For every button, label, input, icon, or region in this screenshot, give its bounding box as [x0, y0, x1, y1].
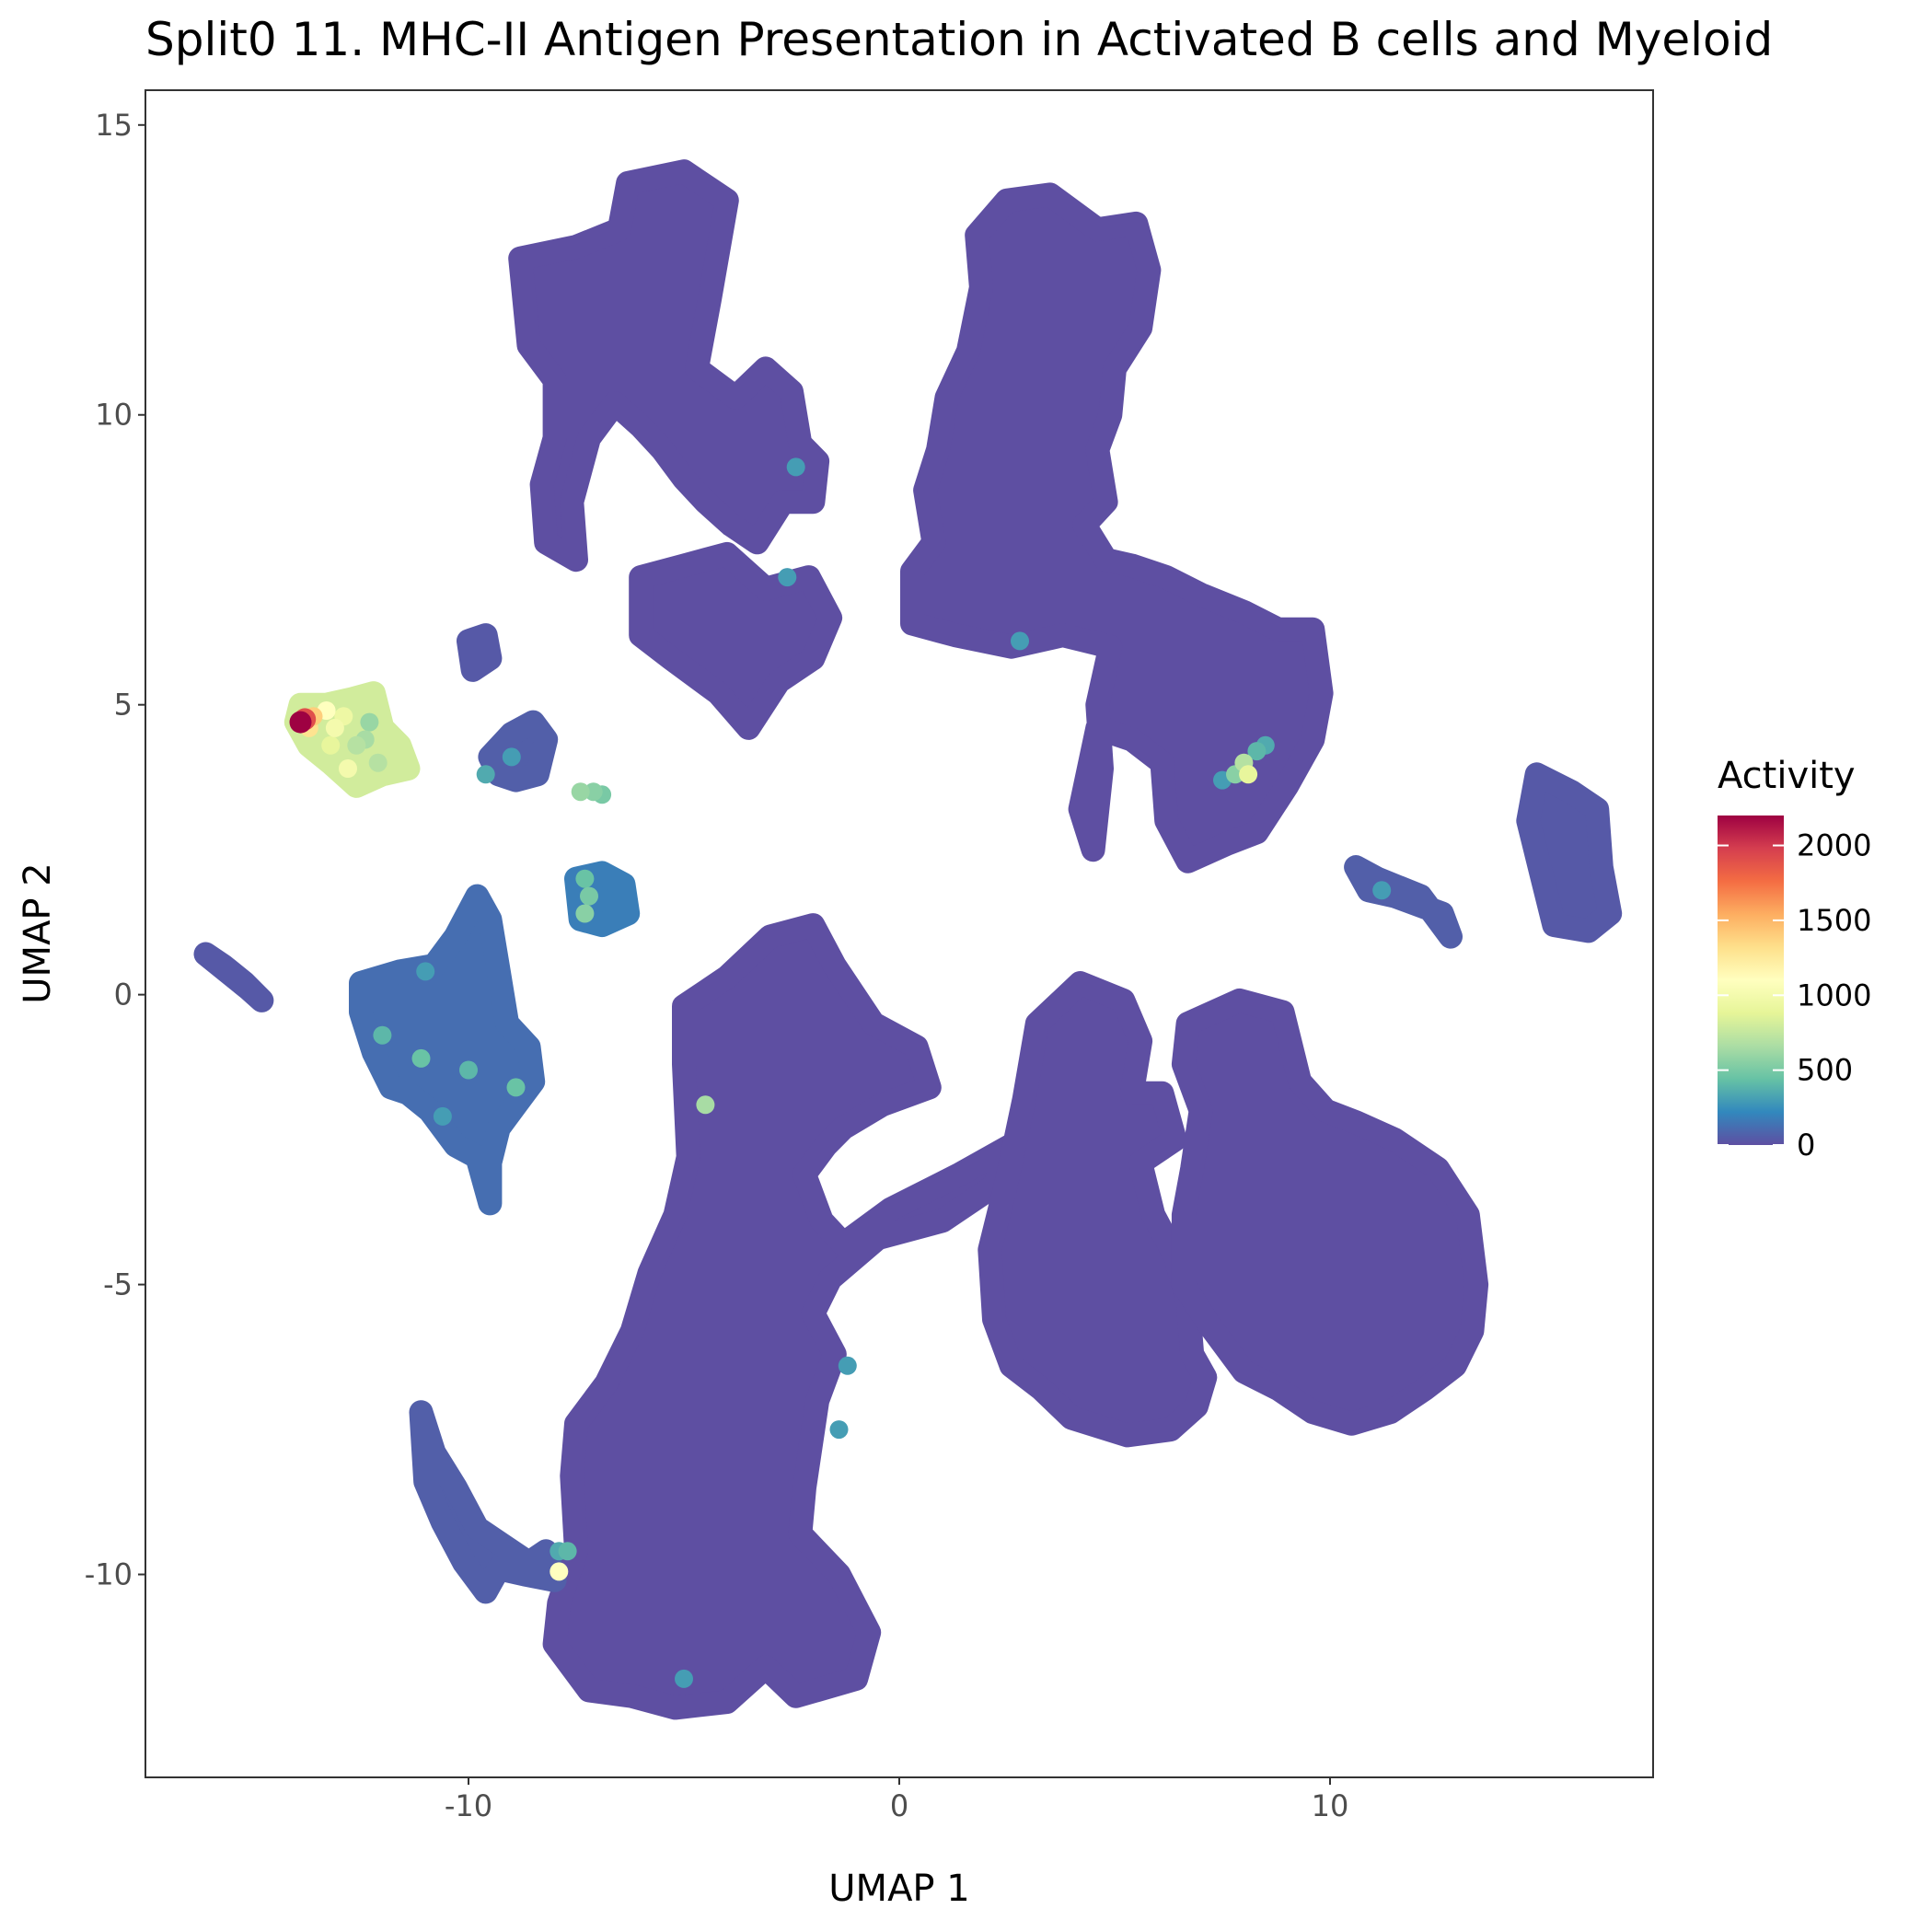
- cluster-small-left-upper: [457, 623, 503, 682]
- cluster-bottom-left-strand: [409, 1400, 567, 1604]
- legend-tick-label: 1000: [1797, 978, 1871, 1012]
- cluster-bottom-right-large: [1171, 988, 1489, 1436]
- cluster-right-strand: [1344, 855, 1463, 949]
- data-point: [1372, 881, 1392, 900]
- chart-title: Split0 11. MHC-II Antigen Presentation i…: [145, 13, 1773, 66]
- data-point: [1011, 631, 1029, 651]
- data-point: [368, 753, 388, 772]
- cluster-top-left-lower: [629, 541, 843, 740]
- data-point: [1239, 765, 1258, 784]
- data-point: [433, 1106, 452, 1126]
- y-tick-label: 15: [95, 108, 133, 143]
- data-point: [558, 1542, 577, 1561]
- cluster-left-strand: [193, 942, 274, 1012]
- data-point: [416, 962, 435, 981]
- data-point: [584, 782, 603, 802]
- data-point: [696, 1095, 715, 1115]
- data-point: [580, 886, 598, 906]
- legend-tick-label: 500: [1797, 1053, 1853, 1088]
- data-point: [289, 711, 312, 734]
- y-tick-label: 0: [114, 978, 133, 1012]
- data-point: [411, 1048, 431, 1068]
- x-tick-label: 0: [890, 1788, 908, 1823]
- data-point: [502, 747, 521, 767]
- cluster-top-right: [900, 182, 1334, 873]
- legend-tick-label: 2000: [1797, 828, 1871, 863]
- y-tick-label: 5: [114, 688, 133, 723]
- data-point: [571, 782, 590, 802]
- data-point: [476, 765, 495, 784]
- data-point: [575, 869, 595, 888]
- data-point: [459, 1060, 478, 1080]
- plot-frame: [145, 89, 1654, 1778]
- legend-title: Activity: [1718, 755, 1856, 797]
- data-point: [675, 1669, 693, 1688]
- cluster-bottom-right-left-lobe: [978, 971, 1218, 1448]
- y-axis-title: UMAP 2: [17, 862, 59, 1003]
- cluster-left-mid: [349, 884, 546, 1216]
- data-point: [373, 1025, 392, 1045]
- data-point: [506, 1078, 526, 1097]
- data-point: [325, 718, 344, 737]
- y-tick-label: -10: [85, 1557, 133, 1592]
- data-point: [778, 568, 797, 587]
- data-point: [550, 1562, 569, 1581]
- cluster-top-left: [508, 159, 830, 573]
- data-point: [321, 735, 341, 755]
- y-tick-label: 10: [95, 398, 133, 433]
- data-point: [347, 735, 366, 755]
- x-tick-label: -10: [445, 1788, 492, 1823]
- data-point: [360, 712, 379, 732]
- data-point: [575, 904, 595, 923]
- data-point: [1247, 742, 1267, 761]
- plot-points: [289, 457, 1392, 1688]
- data-point: [838, 1356, 857, 1375]
- cluster-bottom-center: [542, 913, 1024, 1720]
- legend-tick-label: 0: [1797, 1128, 1815, 1163]
- x-axis-ticks: -10 0 10: [445, 1777, 1348, 1823]
- legend: Activity 0 500 1000 1500 2000: [1718, 755, 1871, 1163]
- data-point: [829, 1420, 849, 1440]
- legend-tick-label: 1500: [1797, 903, 1871, 938]
- data-point: [339, 759, 357, 778]
- y-axis-ticks: -10 -5 0 5 10 15: [85, 108, 145, 1592]
- x-axis-title: UMAP 1: [828, 1868, 969, 1910]
- data-point: [786, 457, 805, 477]
- cluster-far-right: [1516, 762, 1623, 943]
- x-tick-label: 10: [1312, 1788, 1349, 1823]
- y-tick-label: -5: [103, 1267, 133, 1302]
- legend-colorbar: [1718, 816, 1784, 1145]
- plot-clusters: [193, 159, 1623, 1720]
- legend-ticks: 0 500 1000 1500 2000: [1718, 828, 1871, 1163]
